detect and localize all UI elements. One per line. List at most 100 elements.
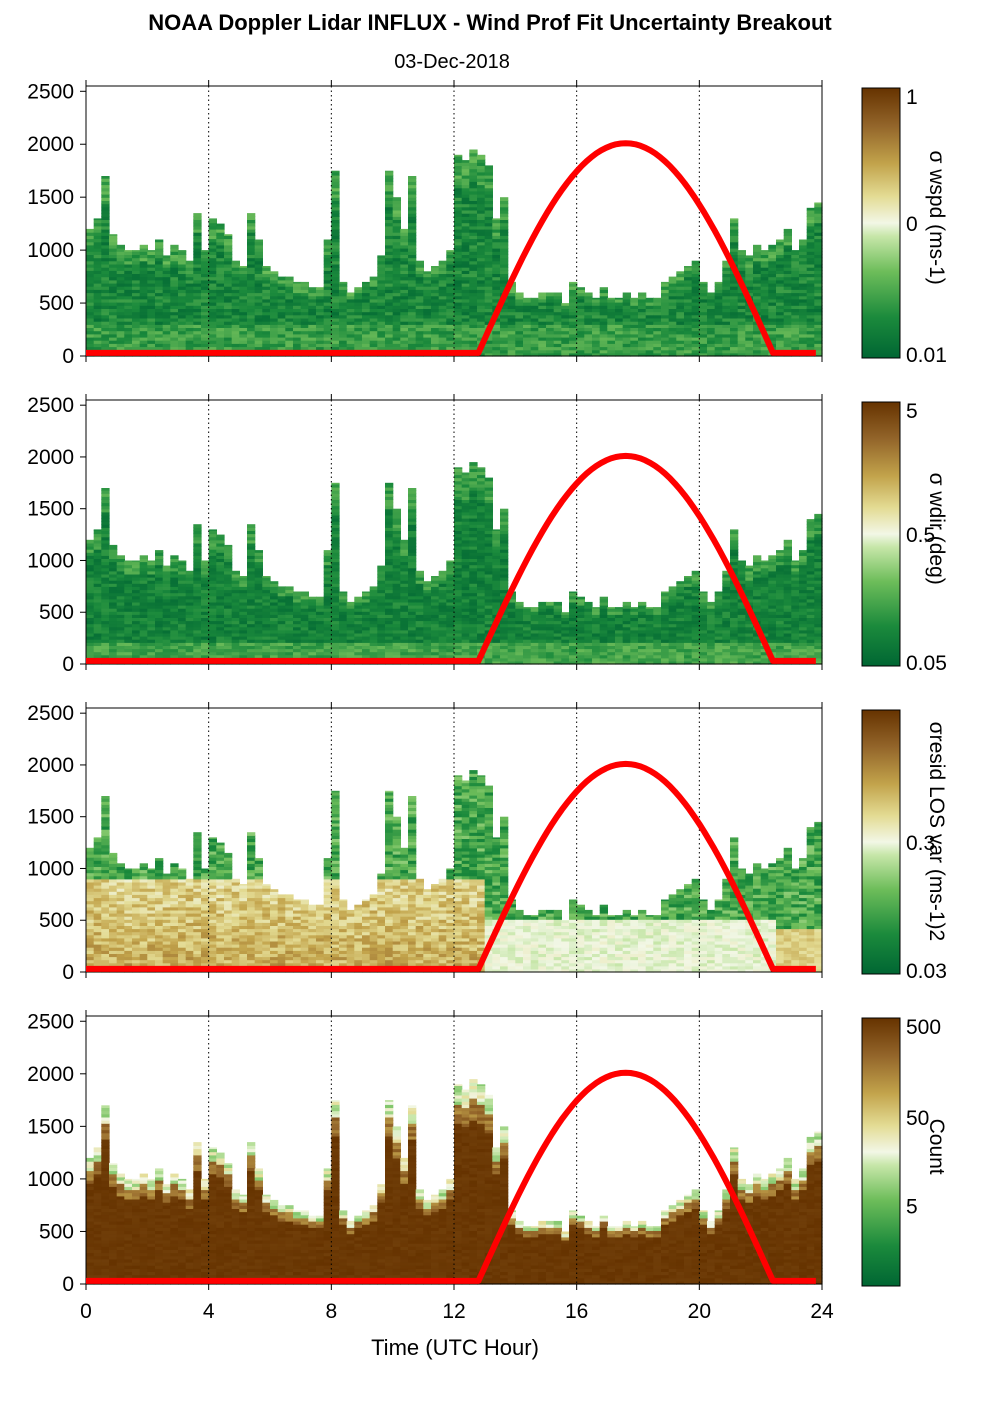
heatmap-cell xyxy=(216,298,225,303)
heatmap-cell xyxy=(293,346,302,351)
heatmap-cell xyxy=(193,617,202,622)
heatmap-cell xyxy=(469,276,478,281)
heatmap-cell xyxy=(461,583,470,587)
heatmap-cell xyxy=(247,549,256,553)
heatmap-cell xyxy=(369,651,378,656)
heatmap-cell xyxy=(438,279,447,284)
heatmap-cell xyxy=(492,289,501,294)
heatmap-cell xyxy=(454,642,463,646)
heatmap-cell xyxy=(208,611,217,615)
heatmap-cell xyxy=(783,279,792,284)
heatmap-cell xyxy=(469,321,478,325)
heatmap-cell xyxy=(132,257,141,262)
heatmap-cell xyxy=(109,267,118,271)
heatmap-cell xyxy=(139,617,148,622)
heatmap-cell xyxy=(270,620,279,625)
heatmap-cell xyxy=(155,555,164,559)
heatmap-cell xyxy=(392,608,401,612)
heatmap-cell xyxy=(193,321,202,325)
heatmap-cell xyxy=(369,333,378,338)
heatmap-cell xyxy=(607,352,616,357)
heatmap-cell xyxy=(645,340,654,344)
heatmap-cell xyxy=(323,577,332,581)
heatmap-cell xyxy=(385,343,394,348)
heatmap-cell xyxy=(592,346,601,351)
heatmap-cell xyxy=(684,336,693,341)
heatmap-cell xyxy=(484,165,493,170)
heatmap-cell xyxy=(93,343,102,348)
heatmap-cell xyxy=(224,273,233,278)
heatmap-cell xyxy=(676,276,685,281)
heatmap-cell xyxy=(408,530,417,535)
heatmap-cell xyxy=(139,642,148,646)
heatmap-cell xyxy=(385,617,394,622)
heatmap-cell xyxy=(722,305,731,309)
heatmap-cell xyxy=(691,343,700,348)
heatmap-cell xyxy=(116,336,125,341)
heatmap-cell xyxy=(170,639,179,643)
heatmap-cell xyxy=(523,305,532,309)
heatmap-cell xyxy=(285,651,294,656)
heatmap-cell xyxy=(346,292,355,297)
heatmap-cell xyxy=(791,308,800,313)
heatmap-cell xyxy=(193,546,202,550)
heatmap-cell xyxy=(438,632,447,637)
heatmap-cell xyxy=(477,200,486,205)
heatmap-cell xyxy=(561,333,570,338)
heatmap-cell xyxy=(354,321,363,325)
heatmap-cell xyxy=(185,263,194,268)
heatmap-cell xyxy=(760,276,769,281)
heatmap-cell xyxy=(523,327,532,332)
heatmap-cell xyxy=(262,589,271,594)
heatmap-cell xyxy=(208,564,217,569)
heatmap-cell xyxy=(385,228,394,233)
heatmap-cell xyxy=(768,273,777,278)
heatmap-cell xyxy=(293,324,302,328)
heatmap-cell xyxy=(423,289,432,294)
heatmap-cell xyxy=(132,267,141,271)
heatmap-cell xyxy=(423,611,432,615)
heatmap-cell xyxy=(323,651,332,656)
heatmap-cell xyxy=(247,343,256,348)
heatmap-cell xyxy=(622,352,631,357)
heatmap-cell xyxy=(231,626,240,631)
heatmap-cell xyxy=(162,308,171,313)
heatmap-cell xyxy=(699,302,708,306)
heatmap-cell xyxy=(768,311,777,316)
heatmap-cell xyxy=(446,595,455,600)
heatmap-cell xyxy=(247,567,256,572)
heatmap-cell xyxy=(791,279,800,284)
heatmap-cell xyxy=(576,314,585,319)
heatmap-cell xyxy=(484,257,493,262)
heatmap-cell xyxy=(377,292,386,297)
heatmap-cell xyxy=(139,273,148,278)
heatmap-cell xyxy=(446,560,455,563)
heatmap-cell xyxy=(139,573,148,578)
heatmap-cell xyxy=(768,340,777,344)
heatmap-cell xyxy=(208,536,217,541)
heatmap-cell xyxy=(546,317,555,322)
heatmap-cell xyxy=(254,321,263,325)
heatmap-cell xyxy=(323,248,332,252)
heatmap-cell xyxy=(300,305,309,309)
heatmap-cell xyxy=(515,317,524,322)
heatmap-cell xyxy=(247,546,256,550)
heatmap-cell xyxy=(109,263,118,268)
heatmap-cell xyxy=(500,203,509,208)
heatmap-cell xyxy=(400,642,409,646)
heatmap-cell xyxy=(155,598,164,603)
heatmap-cell xyxy=(446,282,455,287)
heatmap-cell xyxy=(438,583,447,587)
heatmap-cell xyxy=(461,477,470,482)
heatmap-cell xyxy=(331,496,340,500)
heatmap-cell xyxy=(415,333,424,338)
heatmap-cell xyxy=(400,314,409,319)
heatmap-cell xyxy=(454,611,463,615)
heatmap-cell xyxy=(93,564,102,569)
heatmap-cell xyxy=(392,333,401,338)
heatmap-cell xyxy=(109,314,118,319)
heatmap-cell xyxy=(132,343,141,348)
heatmap-cell xyxy=(423,632,432,637)
heatmap-cell xyxy=(438,317,447,322)
heatmap-cell xyxy=(247,611,256,615)
